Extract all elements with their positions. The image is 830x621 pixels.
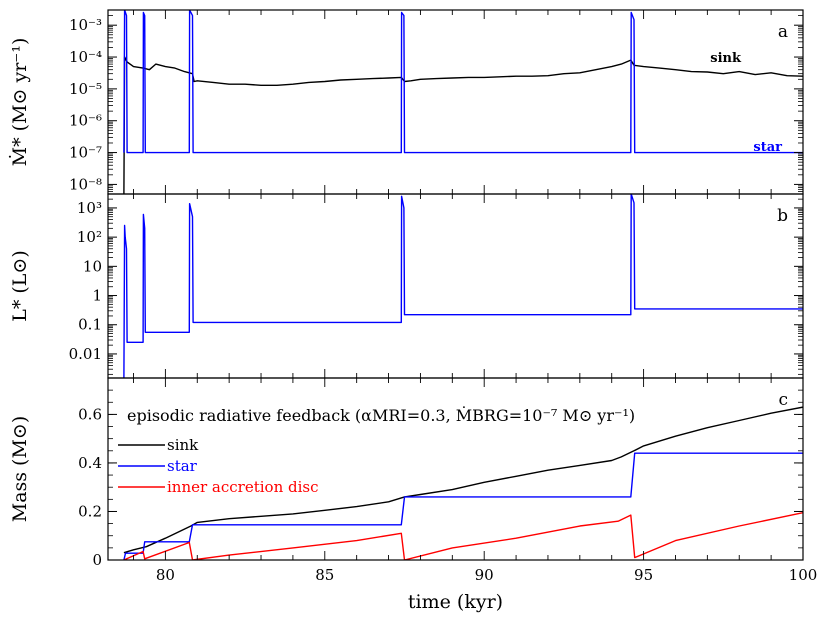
panel-letter-c: c	[778, 390, 788, 410]
x-tick-label-0: 80	[156, 566, 175, 584]
legend-label-star: star	[167, 457, 198, 475]
y-tick-label-b-1: 10²	[77, 228, 102, 246]
panel-a: 10⁻³ 10⁻⁴ 10⁻⁵ 10⁻⁶ 10⁻⁷ 10⁻⁸ a Ṁ* (M⊙ yr⁻¹) sin…	[8, 9, 804, 195]
series-star-c	[123, 452, 803, 560]
y-tick-label-a-4: 10⁻⁷	[69, 144, 102, 162]
legend-label-disc: inner accretion disc	[167, 478, 319, 496]
frame-b	[107, 193, 804, 379]
panel-c: 0 0.2 0.4 0.6 c Mass (M⊙) episodic radiative f…	[9, 377, 804, 569]
y-axis-title-b: L* (L⊙)	[9, 250, 31, 322]
x-axis-title: time (kyr)	[408, 591, 503, 613]
x-tick-label-4: 100	[789, 566, 818, 584]
y-tick-label-b-2: 10	[83, 257, 102, 275]
series-star-b	[123, 194, 803, 378]
y-tick-label-c-3: 0.6	[78, 405, 102, 423]
panel-letter-b: b	[777, 206, 788, 226]
frame-c	[107, 377, 804, 561]
series-sink-a	[123, 56, 803, 194]
frame-a	[107, 9, 804, 195]
series-group-a	[123, 10, 803, 194]
y-tick-label-a-5: 10⁻⁸	[69, 175, 102, 193]
x-axis: 80 85 90 95 100 time (kyr)	[156, 566, 817, 613]
series-group-b	[123, 194, 803, 378]
legend-label-sink: sink	[167, 436, 199, 454]
y-tick-label-b-0: 10³	[77, 199, 102, 217]
label-star: star	[753, 140, 782, 155]
y-tick-label-a-0: 10⁻³	[69, 16, 102, 34]
series-disc-c	[123, 512, 803, 560]
panel-b: 10³ 10² 10 1 0.1 0.01 b L* (L⊙)	[9, 193, 804, 379]
series-group-c	[123, 406, 803, 560]
label-sink: sink	[710, 51, 742, 66]
panel-letter-a: a	[778, 22, 788, 42]
y-tick-label-b-3: 1	[92, 287, 102, 305]
y-tick-label-a-1: 10⁻⁴	[69, 48, 102, 66]
x-tick-label-2: 90	[475, 566, 494, 584]
y-tick-label-a-3: 10⁻⁶	[69, 112, 102, 130]
y-tick-label-b-5: 0.01	[69, 345, 102, 363]
x-tick-label-1: 85	[315, 566, 334, 584]
y-tick-label-b-4: 0.1	[78, 316, 102, 334]
y-tick-label-a-2: 10⁻⁵	[69, 80, 102, 98]
y-tick-label-c-2: 0.4	[78, 454, 102, 472]
series-star-a	[123, 10, 803, 154]
annotation-text: episodic radiative feedback (αMRI=0.3, Ṁ…	[127, 405, 635, 425]
y-axis-title-c: Mass (M⊙)	[9, 416, 31, 523]
y-axis-title-a: Ṁ* (M⊙ yr⁻¹)	[8, 38, 31, 167]
x-tick-label-3: 95	[634, 566, 653, 584]
y-tick-label-c-1: 0.2	[78, 502, 102, 520]
y-tick-label-c-0: 0	[92, 551, 102, 569]
